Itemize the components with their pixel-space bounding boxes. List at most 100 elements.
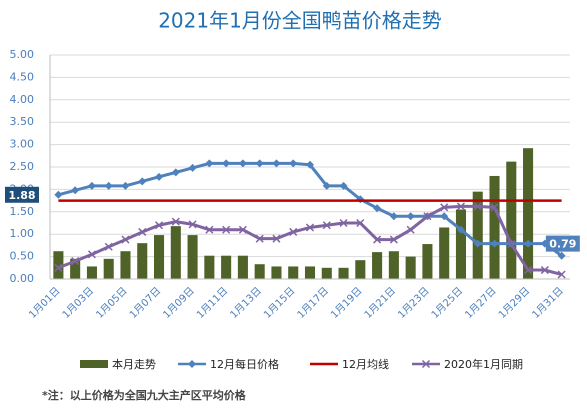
data-label-box <box>545 235 580 252</box>
bar <box>472 191 483 279</box>
legend-label: 本月走势 <box>112 357 156 371</box>
point <box>138 177 147 186</box>
x-tick-label: 1月01日 <box>27 285 63 321</box>
y-tick-label: 4.50 <box>10 70 35 83</box>
point <box>255 159 264 168</box>
x-tick-label: 1月09日 <box>161 285 197 321</box>
bar <box>237 255 248 279</box>
bar <box>355 260 366 279</box>
x-tick-label: 1月05日 <box>94 285 130 321</box>
bar <box>455 209 466 279</box>
point <box>507 240 516 249</box>
point <box>389 235 398 244</box>
bar <box>506 161 517 279</box>
line <box>58 161 563 257</box>
point <box>155 172 164 181</box>
chart-title: 2021年1月份全国鸭苗价格走势 <box>158 9 442 33</box>
point <box>205 159 214 168</box>
bar <box>405 256 416 279</box>
point <box>87 181 96 190</box>
footnote: *注：以上价格为全国九大主产区平均价格 <box>42 388 247 402</box>
point <box>423 212 432 221</box>
x-tick-label: 1月13日 <box>228 285 264 321</box>
point <box>490 239 499 248</box>
point <box>524 266 533 275</box>
bar <box>304 266 316 279</box>
bar <box>137 243 148 279</box>
bar <box>288 266 299 279</box>
y-tick-label: 5.00 <box>10 48 35 61</box>
point <box>557 270 566 279</box>
point <box>322 221 331 230</box>
point <box>373 235 382 244</box>
point <box>289 227 298 236</box>
point <box>305 223 315 232</box>
bar <box>489 175 500 279</box>
point <box>222 159 231 168</box>
bar <box>204 255 215 279</box>
bar <box>372 252 383 279</box>
legend-label: 12月每日价格 <box>210 357 279 371</box>
point <box>406 212 415 221</box>
bar <box>53 251 64 279</box>
bar <box>271 266 282 279</box>
bar <box>338 267 349 279</box>
point <box>121 181 130 190</box>
point <box>373 204 382 213</box>
point <box>272 234 281 243</box>
point <box>473 202 482 211</box>
point <box>155 221 164 230</box>
bar <box>321 267 332 279</box>
y-tick-label: 3.50 <box>10 115 35 128</box>
bar <box>170 226 181 279</box>
point <box>456 225 465 234</box>
point <box>389 212 398 221</box>
point <box>540 266 549 275</box>
point <box>339 218 348 228</box>
bar <box>187 235 198 279</box>
bar <box>439 227 450 279</box>
x-tick-label: 1月07日 <box>127 285 163 321</box>
legend-swatch <box>80 360 108 368</box>
point <box>205 225 214 234</box>
point <box>171 217 180 226</box>
point <box>54 190 63 199</box>
point <box>71 186 80 195</box>
legend-label: 2020年1月同期 <box>444 357 523 371</box>
point <box>524 239 533 248</box>
bar <box>154 235 165 279</box>
point <box>406 225 415 234</box>
bar <box>254 264 265 279</box>
bar <box>523 148 534 279</box>
data-label-box <box>5 186 39 203</box>
x-tick-label: 1月25日 <box>429 285 465 321</box>
x-tick-label: 1月03日 <box>60 285 96 321</box>
point <box>188 163 197 172</box>
legend-marker <box>188 360 196 368</box>
bar <box>103 258 114 279</box>
point <box>356 218 365 228</box>
point <box>87 250 96 259</box>
x-tick-label: 1月29日 <box>496 285 532 321</box>
legend-marker <box>421 359 431 369</box>
point <box>54 263 63 272</box>
y-tick-label: 0.50 <box>10 250 35 263</box>
bar <box>221 255 232 279</box>
point <box>306 160 314 169</box>
point <box>339 181 348 190</box>
bar <box>388 251 399 279</box>
y-tick-label: 0.00 <box>10 272 35 285</box>
point <box>71 257 80 266</box>
bar <box>70 258 81 279</box>
point <box>255 234 264 243</box>
data-label: 1.88 <box>8 189 35 202</box>
point <box>456 202 465 211</box>
point <box>188 220 197 229</box>
x-tick-label: 1月15日 <box>261 285 297 321</box>
x-tick-label: 1月27日 <box>463 285 499 321</box>
point <box>138 227 147 236</box>
bar <box>120 251 131 279</box>
point <box>171 168 180 177</box>
y-tick-label: 2.50 <box>10 160 35 173</box>
